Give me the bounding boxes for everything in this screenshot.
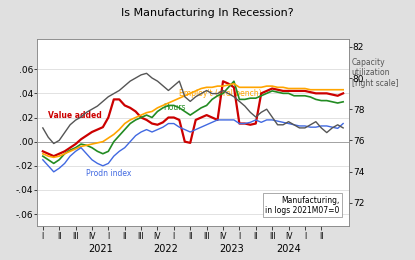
Text: 2023: 2023 bbox=[219, 244, 244, 253]
Text: Manufacturing,
in logs 2021M07=0: Manufacturing, in logs 2021M07=0 bbox=[265, 196, 339, 215]
Text: 2024: 2024 bbox=[276, 244, 301, 253]
Text: Capacity
utilization
[right scale]: Capacity utilization [right scale] bbox=[352, 58, 398, 88]
Text: 2021: 2021 bbox=[88, 244, 112, 253]
Text: Is Manufacturing In Recession?: Is Manufacturing In Recession? bbox=[121, 8, 294, 18]
Text: Value added: Value added bbox=[48, 110, 102, 120]
Text: Hours: Hours bbox=[163, 103, 186, 112]
Text: 2022: 2022 bbox=[153, 244, 178, 253]
Text: Prodn index: Prodn index bbox=[86, 168, 132, 178]
Text: Employ't (prel bench): Employ't (prel bench) bbox=[179, 89, 262, 98]
